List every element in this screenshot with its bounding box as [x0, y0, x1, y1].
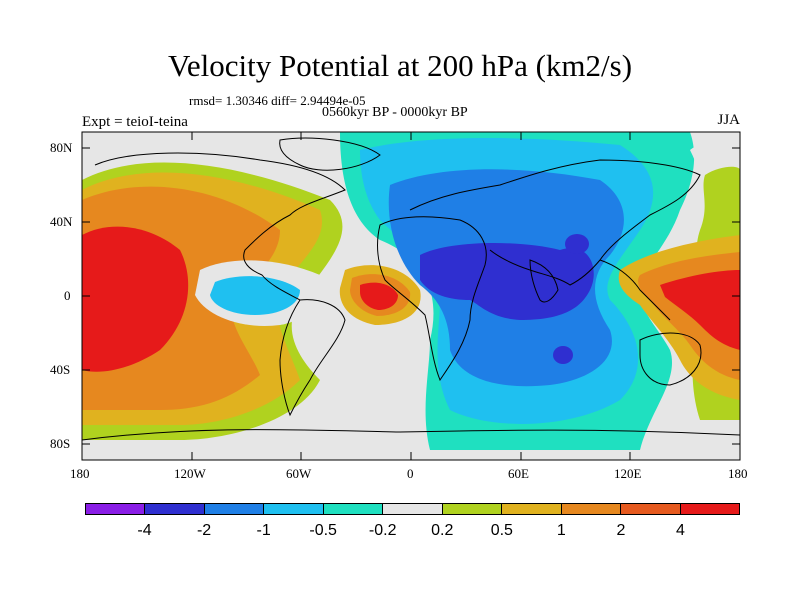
colorbar-swatch — [264, 504, 324, 514]
southeast-asia-coast — [599, 259, 671, 321]
ytick-label: 0 — [64, 288, 71, 303]
coastlines — [82, 137, 740, 441]
south-america-coast — [279, 299, 346, 417]
india-coast — [529, 259, 559, 303]
stats-label: rmsd= 1.30346 diff= 2.94494e-05 — [189, 93, 366, 108]
xtick-label: 180 — [728, 466, 748, 481]
colorbar-swatch — [442, 504, 503, 514]
colorbar-swatch — [145, 504, 205, 514]
xtick-label: 60E — [508, 466, 529, 481]
experiment-label: Expt = teioI-teina — [82, 114, 188, 130]
colorbar-label: 4 — [676, 522, 685, 539]
greenland-coast — [279, 137, 381, 171]
colorbar-label: -0.2 — [368, 522, 397, 539]
chart-title: Velocity Potential at 200 hPa (km2/s) — [167, 48, 633, 83]
colorbar-label: -2 — [196, 522, 212, 539]
colorbar-label: -0.5 — [309, 522, 337, 539]
colorbar-label: 0.2 — [431, 522, 454, 539]
colorbar-label: 1 — [556, 522, 566, 539]
ytick-label: 80N — [50, 140, 73, 155]
season-label: JJA — [717, 112, 740, 128]
contour-deep-blue — [420, 243, 594, 320]
ytick-label: 80S — [50, 436, 71, 451]
colorbar-swatch — [561, 504, 622, 514]
ytick-label: 40N — [50, 214, 73, 229]
colorbar-swatch — [502, 504, 562, 514]
contour-red-west — [82, 226, 189, 372]
xtick-label: 120W — [174, 466, 206, 481]
period-subtitle: 0560kyr BP - 0000kyr BP — [322, 105, 468, 120]
colorbar-swatch — [621, 504, 681, 514]
contour-deep-blue-south — [553, 346, 573, 364]
xtick-label: 0 — [407, 466, 414, 481]
xtick-label: 60W — [286, 466, 312, 481]
colorbar-swatch — [323, 504, 384, 514]
axis-ticks — [81, 132, 741, 460]
contour-red-atlantic — [360, 282, 398, 310]
ytick-label: 40S — [50, 362, 71, 377]
africa-coast — [377, 216, 487, 382]
europe-asia-coast — [409, 159, 701, 286]
north-america-coast — [94, 152, 346, 301]
xtick-label: 180 — [70, 466, 90, 481]
colorbar-label: 2 — [616, 522, 626, 539]
antarctica-coast — [82, 429, 740, 441]
contour-deep-blue-nepal — [565, 234, 589, 254]
xtick-label: 120E — [614, 466, 642, 481]
contour-cyan-pocket — [210, 276, 300, 315]
australia-coast — [639, 332, 702, 386]
colorbar-swatch — [680, 504, 739, 514]
colorbar — [85, 503, 740, 515]
contour-red-east — [660, 270, 740, 350]
colorbar-swatch — [383, 504, 443, 514]
contour-field — [82, 132, 740, 460]
colorbar-swatch — [204, 504, 265, 514]
colorbar-label: -4 — [137, 522, 152, 539]
colorbar-label: 0.5 — [490, 522, 513, 539]
colorbar-label: -1 — [256, 522, 271, 539]
colorbar-swatch — [86, 504, 146, 514]
